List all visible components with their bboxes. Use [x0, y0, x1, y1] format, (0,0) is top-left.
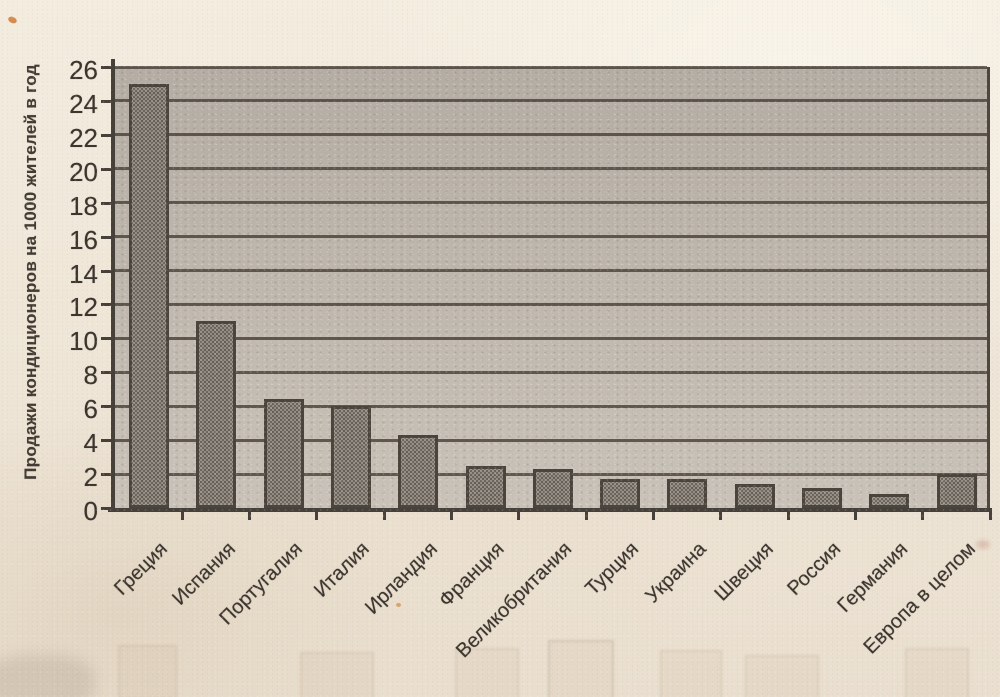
y-tick-8 [101, 371, 113, 375]
gridline-y16 [115, 235, 987, 239]
y-tick-label-22: 22 [69, 122, 98, 153]
y-tick-label-26: 26 [69, 55, 98, 85]
category-label-4: Италия [310, 538, 375, 602]
bar-10 [734, 484, 775, 508]
bar-3 [263, 399, 304, 508]
scan-speck-pink-right [976, 540, 990, 549]
gridline-y12 [115, 302, 987, 306]
x-tick-4 [382, 511, 386, 520]
y-axis-title: Продажи кондиционеров на 1000 жителей в … [21, 64, 40, 480]
y-tick-0 [101, 507, 113, 510]
category-label-1: Греция [110, 538, 173, 600]
plot-area [115, 65, 990, 508]
bar-9 [667, 479, 708, 508]
scan-bleed-through [455, 648, 519, 697]
scan-bleed-through [660, 650, 722, 697]
x-axis-line [108, 508, 992, 512]
x-tick-10 [786, 511, 790, 520]
y-tick-10 [101, 337, 113, 341]
bar-11 [802, 487, 843, 508]
y-tick-20 [101, 167, 113, 171]
bar-2 [196, 321, 237, 508]
x-tick-12 [921, 511, 925, 520]
scan-bleed-through [300, 652, 374, 697]
category-label-8: Турция [581, 538, 644, 600]
y-tick-24 [101, 99, 113, 103]
category-label-9: Украина [641, 538, 711, 608]
y-axis-line [111, 59, 115, 512]
y-tick-16 [101, 235, 113, 239]
x-tick-3 [315, 511, 319, 520]
scan-bleed-through [118, 645, 177, 697]
y-tick-label-6: 6 [83, 394, 98, 425]
y-tick-label-2: 2 [83, 462, 98, 493]
bar-5 [398, 435, 439, 508]
y-tick-26 [101, 66, 113, 69]
gridline-y18 [115, 201, 987, 205]
scan-bleed-through [905, 648, 969, 697]
y-tick-label-12: 12 [69, 292, 98, 323]
x-tick-6 [517, 511, 521, 520]
y-tick-4 [101, 439, 113, 443]
gridline-y8 [115, 370, 987, 374]
gridline-y6 [115, 404, 987, 408]
y-tick-6 [101, 405, 113, 409]
y-tick-label-0: 0 [83, 496, 98, 526]
bar-4 [330, 406, 371, 508]
scan-smudge-corner [0, 655, 95, 697]
y-tick-18 [101, 201, 113, 205]
x-tick-2 [248, 511, 252, 520]
scan-speck-orange-top [7, 15, 18, 25]
bar-7 [532, 469, 573, 508]
x-tick-13 [988, 511, 992, 520]
gridline-y4 [115, 438, 987, 442]
x-tick-1 [180, 511, 184, 520]
x-tick-9 [719, 511, 723, 520]
category-label-5: Ирландия [360, 538, 442, 619]
x-tick-5 [450, 511, 454, 520]
y-tick-label-14: 14 [69, 258, 98, 289]
gridline-y20 [115, 167, 987, 171]
gridline-y14 [115, 269, 987, 273]
y-tick-14 [101, 269, 113, 273]
x-tick-8 [651, 511, 655, 520]
bar-1 [129, 83, 169, 508]
y-tick-label-10: 10 [69, 326, 98, 357]
gridline-y26 [115, 65, 987, 69]
y-tick-label-18: 18 [69, 190, 98, 221]
x-tick-7 [584, 511, 588, 520]
y-tick-12 [101, 303, 113, 307]
bar-13 [936, 474, 977, 508]
gridline-y22 [115, 133, 987, 137]
scan-speck-orange-bottom [396, 603, 401, 607]
scan-bleed-through [745, 655, 819, 697]
y-tick-label-16: 16 [69, 224, 98, 255]
y-tick-2 [101, 473, 113, 477]
gridline-y10 [115, 336, 987, 340]
y-tick-label-24: 24 [69, 88, 98, 119]
category-label-11: Россия [783, 538, 846, 600]
bar-6 [465, 465, 506, 508]
y-tick-label-8: 8 [83, 360, 98, 391]
y-tick-label-4: 4 [83, 428, 98, 459]
category-label-10: Швеция [710, 538, 778, 606]
bar-8 [600, 479, 641, 508]
y-tick-22 [101, 133, 113, 137]
x-tick-11 [853, 511, 857, 520]
scan-bleed-through [548, 640, 614, 697]
bar-12 [869, 494, 910, 508]
gridline-y24 [115, 99, 987, 103]
y-tick-label-20: 20 [69, 156, 98, 187]
